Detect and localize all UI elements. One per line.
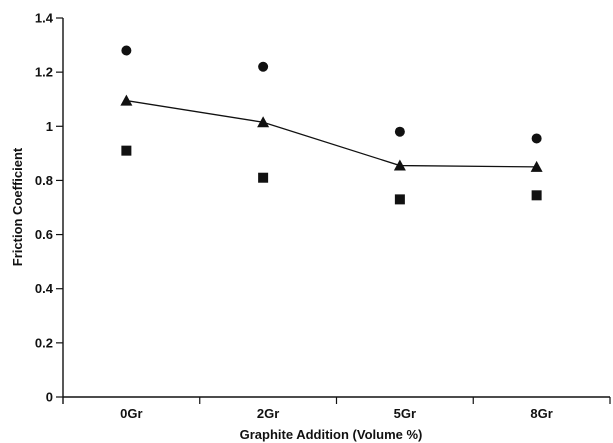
data-point-triangle xyxy=(393,159,406,171)
data-point-triangle xyxy=(257,116,270,128)
y-tick-label: 0.2 xyxy=(35,335,53,350)
y-tick-label: 0.8 xyxy=(35,173,53,188)
axes: 0 0.2 0.4 0.6 0.8 1 1.2 1.4 0Gr 2Gr 5Gr 8Gr xyxy=(35,11,611,421)
chart-marks xyxy=(120,45,543,205)
y-tick-label: 1.2 xyxy=(35,65,53,80)
data-point-square xyxy=(531,190,542,201)
x-tick-label: 2Gr xyxy=(257,406,279,421)
data-point-square xyxy=(121,145,132,156)
y-tick-label: 0 xyxy=(46,390,53,405)
x-tick-label: 0Gr xyxy=(120,406,142,421)
x-axis-title: Graphite Addition (Volume %) xyxy=(240,427,423,442)
x-tick-label: 5Gr xyxy=(394,406,416,421)
data-point-circle xyxy=(121,45,132,56)
data-point-circle xyxy=(531,133,542,144)
data-point-circle xyxy=(258,61,269,72)
y-tick-label: 1.4 xyxy=(35,11,54,26)
series-line xyxy=(126,99,537,168)
y-axis-title: Friction Coefficient xyxy=(10,147,25,266)
data-point-square xyxy=(394,194,405,205)
data-point-triangle xyxy=(120,94,133,106)
x-tick-label: 8Gr xyxy=(530,406,552,421)
y-tick-label: 1 xyxy=(46,119,53,134)
data-point-square xyxy=(258,172,269,183)
y-tick-label: 0.6 xyxy=(35,227,53,242)
y-tick-label: 0.4 xyxy=(35,281,54,296)
data-point-circle xyxy=(394,126,405,137)
data-point-triangle xyxy=(530,160,543,172)
